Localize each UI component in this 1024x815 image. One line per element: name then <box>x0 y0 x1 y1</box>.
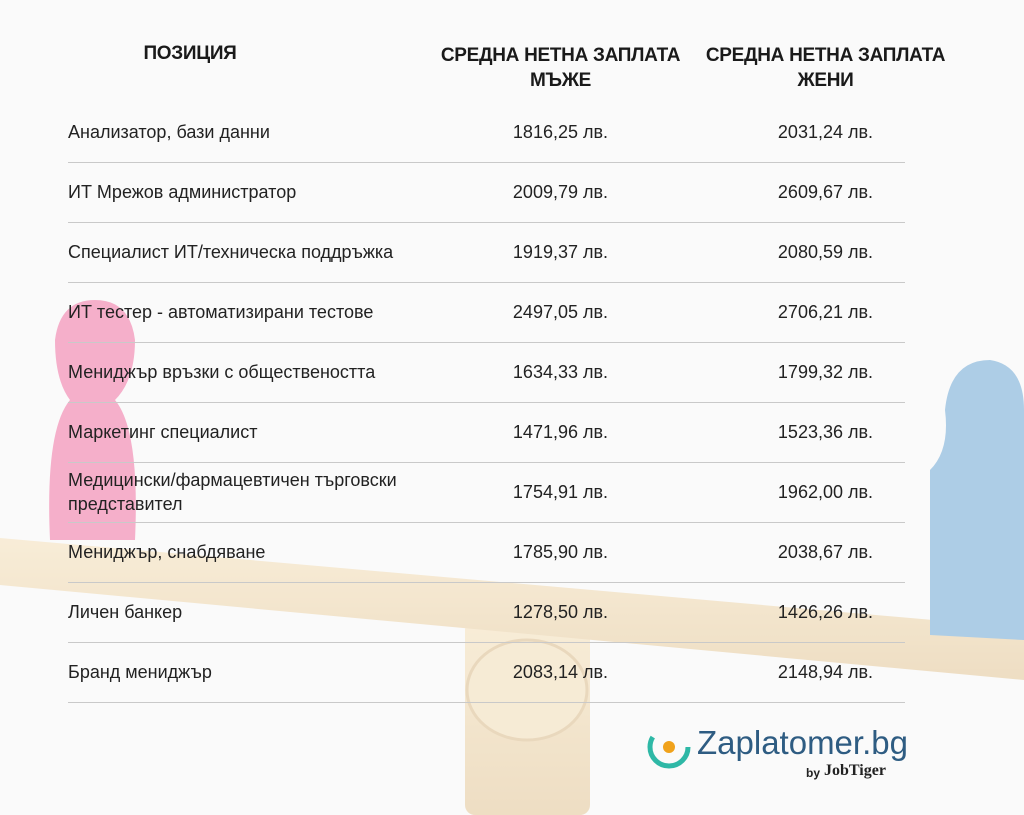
salary-women: 2148,94 лв. <box>777 661 874 682</box>
salary-men: 1919,37 лв. <box>512 241 609 262</box>
table-row: ИТ Мрежов администратор 2009,79 лв. 2609,6… <box>68 162 905 223</box>
logo-text: Zaplatomer.bg <box>697 724 908 761</box>
table-row: ИТ тестер - автоматизирани тестове 2497,0… <box>68 282 905 343</box>
salary-men: 1754,91 лв. <box>512 481 609 502</box>
position: Маркетинг специалист <box>68 421 258 442</box>
salary-women: 2706,21 лв. <box>777 301 874 322</box>
salary-men: 1278,50 лв. <box>512 601 609 622</box>
position: Специалист ИТ/техническа поддръжка <box>68 241 394 262</box>
position: ИТ Мрежов администратор <box>68 181 297 202</box>
logo-icon <box>647 725 691 769</box>
position: Мениджър, снабдяване <box>68 541 266 562</box>
salary-men: 2009,79 лв. <box>512 181 609 202</box>
salary-women: 1962,00 лв. <box>777 481 874 502</box>
position: Личен банкер <box>68 601 183 622</box>
header-men: СРЕДНА НЕТНА ЗАПЛАТА МЪЖЕ <box>440 45 681 91</box>
salary-women: 2609,67 лв. <box>777 181 874 202</box>
position: ИТ тестер - автоматизирани тестове <box>68 301 374 322</box>
table-row: Мениджър, снабдяване 1785,90 лв. 2038,67 л… <box>68 522 905 583</box>
table-row: Маркетинг специалист 1471,96 лв. 1523,36 л… <box>68 402 905 463</box>
table-row: Анализатор, бази данни 1816,25 лв. 2031,24… <box>68 102 905 163</box>
position: Анализатор, бази данни <box>68 121 270 142</box>
header-position: ПОЗИЦИЯ <box>143 43 237 64</box>
position: Бранд мениджър <box>68 661 212 682</box>
salary-women: 1426,26 лв. <box>777 601 874 622</box>
table-row: Мениджър връзки с обществеността 1634,33 … <box>68 342 905 403</box>
salary-women: 2080,59 лв. <box>777 241 874 262</box>
logo-by: by <box>806 766 821 780</box>
table-row: Специалист ИТ/техническа поддръжка 1919,3… <box>68 222 905 283</box>
table-row: Бранд мениджър 2083,14 лв. 2148,94 лв. <box>68 642 905 703</box>
salary-men: 2497,05 лв. <box>512 301 609 322</box>
salary-women: 1799,32 лв. <box>777 361 874 382</box>
salary-women: 1523,36 лв. <box>777 421 874 442</box>
salary-men: 1471,96 лв. <box>512 421 609 442</box>
logo-partner: JobTiger <box>824 762 886 779</box>
salary-women: 2031,24 лв. <box>777 121 874 142</box>
salary-men: 1634,33 лв. <box>512 361 609 382</box>
position: Мениджър връзки с обществеността <box>68 361 376 382</box>
salary-men: 1785,90 лв. <box>512 541 609 562</box>
salary-women: 2038,67 лв. <box>777 541 874 562</box>
salary-men: 2083,14 лв. <box>512 661 609 682</box>
table-row: Медицински/фармацевтичен търговски предс… <box>68 462 905 523</box>
table-row: Личен банкер 1278,50 лв. 1426,26 лв. <box>68 582 905 643</box>
position: Медицински/фармацевтичен търговски предс… <box>68 469 397 514</box>
salary-men: 1816,25 лв. <box>512 121 609 142</box>
header-women: СРЕДНА НЕТНА ЗАПЛАТА ЖЕНИ <box>705 45 946 91</box>
